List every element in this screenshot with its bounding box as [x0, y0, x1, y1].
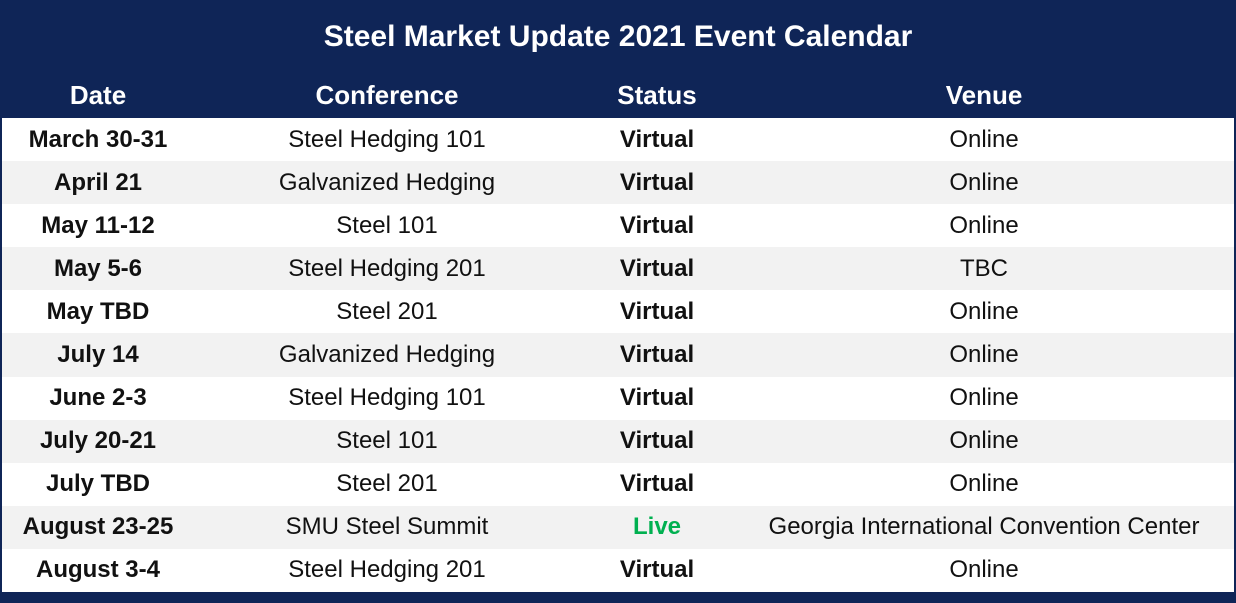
cell-conference: Steel 201: [336, 470, 438, 498]
cell-status: Virtual: [619, 470, 695, 498]
cell-venue: Online: [949, 384, 1019, 412]
cell-venue: Online: [949, 125, 1019, 153]
table-row: March 30-31 Steel Hedging 101 Virtual Onlin…: [2, 118, 1234, 162]
cell-venue: Online: [949, 427, 1019, 455]
column-header-status: Status: [617, 79, 697, 110]
cell-conference: SMU Steel Summit: [285, 513, 489, 541]
cell-date: August 3-4: [35, 556, 160, 584]
table-row: April 21 Galvanized Hedging Virtual Online: [2, 161, 1234, 205]
cell-status: Virtual: [619, 556, 695, 584]
cell-conference: Steel Hedging 201: [288, 254, 486, 282]
cell-venue: Online: [949, 297, 1019, 325]
cell-date: July 20-21: [39, 427, 157, 455]
cell-conference: Steel 101: [336, 211, 438, 239]
cell-conference: Steel 201: [336, 297, 438, 325]
table-body: March 30-31 Steel Hedging 101 Virtual Onlin…: [2, 118, 1234, 593]
cell-date: March 30-31: [28, 125, 168, 153]
bottom-bar: [2, 592, 1234, 601]
cell-conference: Steel Hedging 101: [288, 384, 486, 412]
cell-date: May 5-6: [53, 254, 143, 282]
table-row: May 5-6 Steel Hedging 201 Virtual TBC: [2, 247, 1234, 291]
cell-status: Virtual: [619, 427, 695, 455]
cell-conference: Steel Hedging 101: [288, 125, 486, 153]
cell-status: Virtual: [619, 297, 695, 325]
cell-venue: Online: [949, 168, 1019, 196]
cell-date: July TBD: [45, 470, 150, 498]
cell-venue: Online: [949, 470, 1019, 498]
cell-date: July 14: [57, 341, 139, 369]
table-row: July 20-21 Steel 101 Virtual Online: [2, 419, 1234, 463]
table-row: May 11-12 Steel 101 Virtual Online: [2, 204, 1234, 248]
cell-status: Virtual: [619, 211, 695, 239]
table-row: August 3-4 Steel Hedging 201 Virtual Online: [2, 548, 1234, 593]
cell-date: August 23-25: [22, 513, 174, 541]
cell-conference: Steel 101: [336, 427, 438, 455]
cell-date: April 21: [53, 168, 143, 196]
cell-date: May TBD: [46, 297, 150, 325]
cell-date: May 11-12: [41, 211, 155, 239]
table-row: August 23-25 SMU Steel Summit Live Georgia …: [2, 505, 1234, 549]
table-row: May TBD Steel 201 Virtual Online: [2, 290, 1234, 334]
cell-conference: Steel Hedging 201: [288, 556, 486, 584]
cell-status: Live: [632, 513, 682, 541]
table-row: June 2-3 Steel Hedging 101 Virtual Online: [2, 376, 1234, 420]
table-header: Date Conference Status Venue: [2, 72, 1234, 118]
table-row: July 14 Galvanized Hedging Virtual Online: [2, 333, 1234, 377]
cell-status: Virtual: [619, 125, 695, 153]
column-header-venue: Venue: [945, 79, 1023, 110]
cell-status: Virtual: [619, 384, 695, 412]
page-title: Steel Market Update 2021 Event Calendar: [2, 2, 1234, 72]
table-row: July TBD Steel 201 Virtual Online: [2, 462, 1234, 506]
cell-venue: Online: [949, 341, 1019, 369]
cell-conference: Galvanized Hedging: [278, 341, 496, 369]
cell-conference: Galvanized Hedging: [278, 168, 496, 196]
cell-venue: TBC: [960, 254, 1008, 282]
cell-status: Virtual: [619, 341, 695, 369]
column-header-date: Date: [69, 79, 127, 110]
cell-status: Virtual: [619, 254, 695, 282]
cell-date: June 2-3: [49, 384, 147, 412]
column-header-conference: Conference: [315, 79, 459, 110]
cell-venue: Online: [949, 211, 1019, 239]
cell-venue: Online: [949, 556, 1019, 584]
cell-venue: Georgia International Convention Center: [768, 513, 1200, 541]
cell-status: Virtual: [619, 168, 695, 196]
